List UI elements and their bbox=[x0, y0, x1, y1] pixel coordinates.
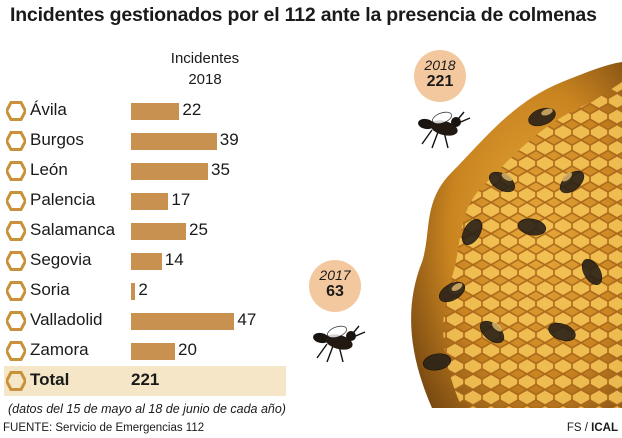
bar-value-label: 35 bbox=[211, 160, 230, 179]
bar bbox=[131, 133, 217, 150]
bar bbox=[131, 103, 180, 120]
hexagon-icon bbox=[6, 101, 26, 121]
bar-value-label: 47 bbox=[237, 310, 257, 329]
wasp-icon bbox=[418, 111, 471, 149]
badge-2018-value: 221 bbox=[426, 73, 454, 90]
badge-2017: 2017 63 bbox=[309, 260, 361, 312]
credit-prefix: FS / bbox=[566, 422, 592, 434]
bar-value-label: 25 bbox=[189, 220, 208, 239]
hexagon-icon bbox=[6, 341, 26, 361]
bar bbox=[131, 343, 175, 360]
column-header: Incidentes 2018 bbox=[130, 48, 280, 90]
badge-2017-value: 63 bbox=[326, 283, 344, 300]
bar-value-label: 39 bbox=[219, 130, 239, 149]
hexagon-icon bbox=[6, 251, 26, 271]
bar bbox=[131, 223, 186, 240]
category-label: Burgos bbox=[30, 130, 84, 149]
total-value: 221 bbox=[131, 370, 160, 389]
column-header-year: 2018 bbox=[188, 71, 222, 88]
total-hexagon-icon bbox=[6, 371, 26, 391]
category-label: Salamanca bbox=[30, 220, 116, 239]
badge-2017-year: 2017 bbox=[319, 267, 351, 283]
wasp-icon-2 bbox=[313, 325, 366, 363]
badge-2018: 2018 221 bbox=[414, 50, 466, 102]
bar bbox=[131, 313, 235, 330]
column-header-label: Incidentes bbox=[170, 50, 240, 67]
category-label: León bbox=[30, 160, 68, 179]
category-label: Ávila bbox=[30, 100, 67, 119]
bar-value-label: 2 bbox=[138, 280, 148, 299]
category-label: Palencia bbox=[30, 190, 96, 209]
bar-value-label: 22 bbox=[182, 100, 202, 119]
category-label: Zamora bbox=[30, 340, 89, 359]
date-range-note: (datos del 15 de mayo al 18 de junio de … bbox=[8, 402, 286, 416]
credit-agency: ICAL bbox=[591, 422, 618, 434]
bar bbox=[131, 193, 169, 210]
category-label: Valladolid bbox=[30, 310, 103, 329]
credit-text: FS / ICAL bbox=[567, 422, 618, 434]
hexagon-icon bbox=[6, 131, 26, 151]
bar-value-label: 14 bbox=[164, 250, 184, 269]
bar bbox=[131, 253, 162, 270]
category-label: Soria bbox=[30, 280, 70, 299]
bar bbox=[131, 163, 208, 180]
bar-value-label: 20 bbox=[178, 340, 197, 359]
total-row-background bbox=[4, 366, 286, 396]
category-label: Segovia bbox=[30, 250, 92, 269]
source-text: FUENTE: Servicio de Emergencias 112 bbox=[3, 422, 205, 434]
badge-2018-year: 2018 bbox=[424, 57, 456, 73]
bar-value-label: 17 bbox=[171, 190, 191, 209]
hexagon-icon bbox=[6, 191, 26, 211]
hexagon-icon bbox=[6, 221, 26, 241]
hexagon-icon bbox=[6, 311, 26, 331]
hexagon-icon bbox=[6, 161, 26, 181]
total-label: Total bbox=[30, 370, 70, 389]
chart-title: Incidentes gestionados por el 112 ante l… bbox=[10, 4, 597, 26]
honeycomb-illustration bbox=[411, 62, 622, 408]
bar bbox=[131, 283, 136, 300]
hexagon-icon bbox=[6, 281, 26, 301]
